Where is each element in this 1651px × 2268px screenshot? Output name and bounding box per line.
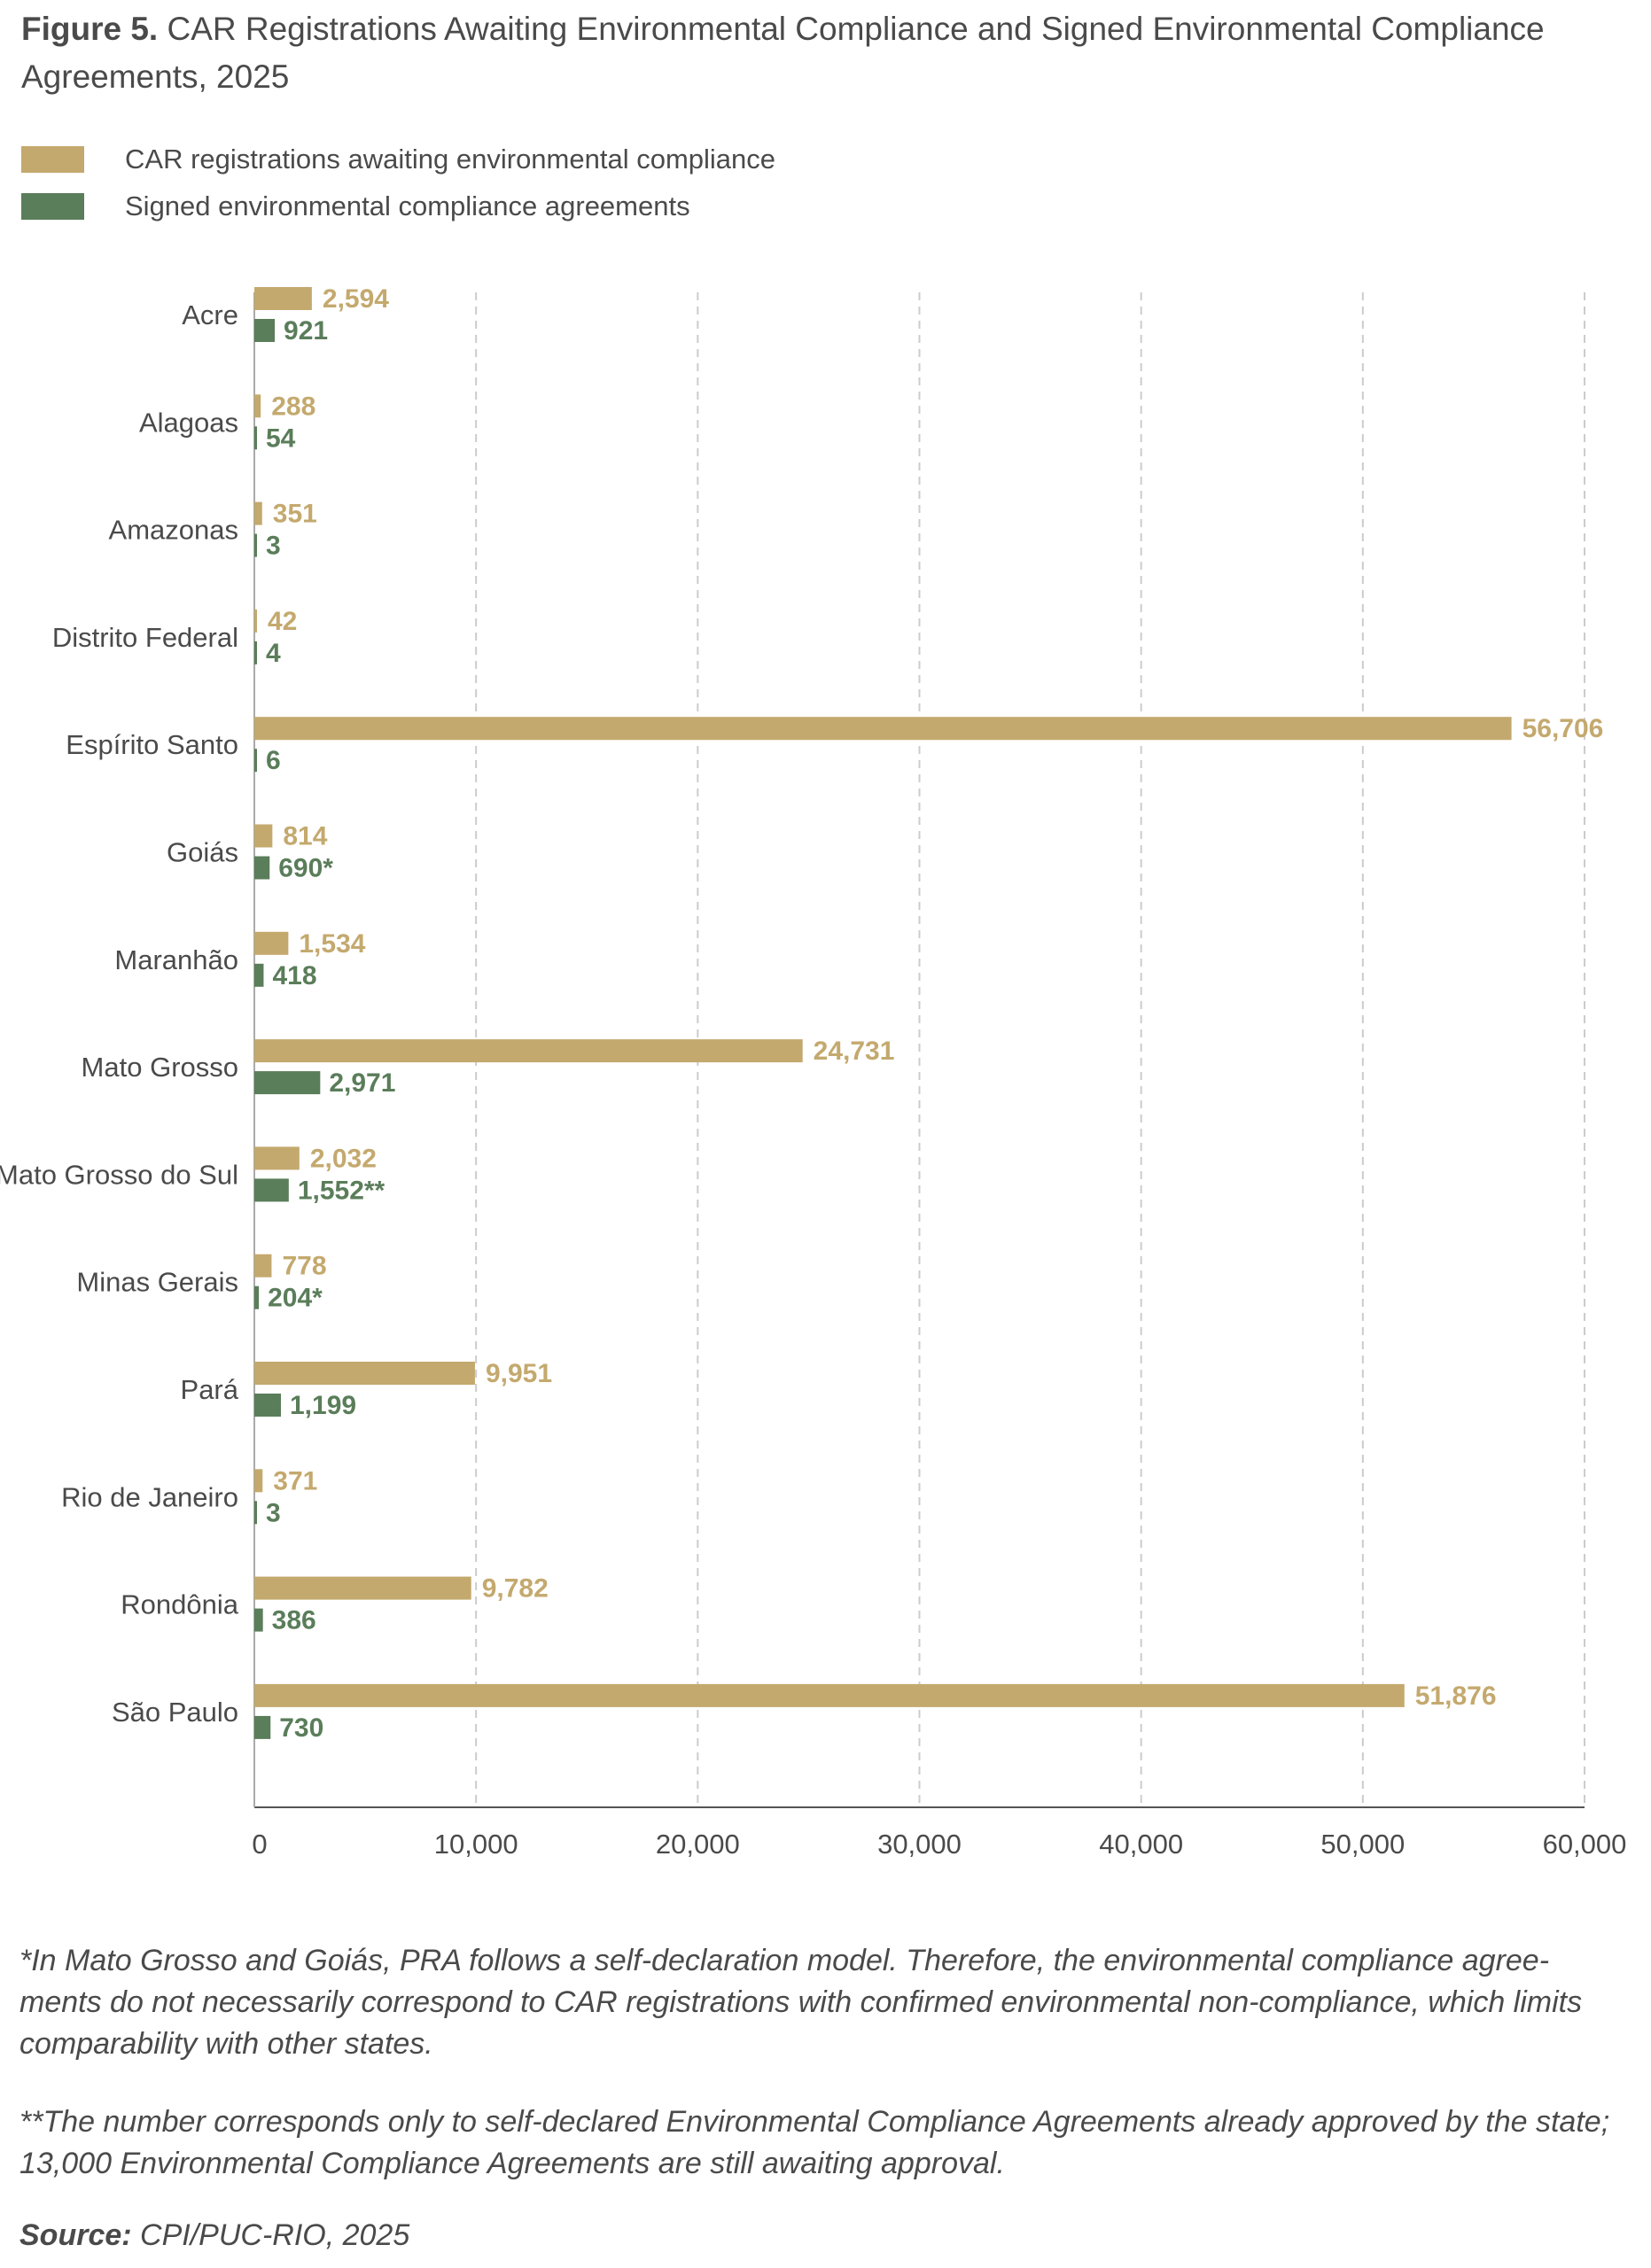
bar-signed xyxy=(254,1178,289,1202)
legend-label-awaiting: CAR registrations awaiting environmental… xyxy=(125,144,776,175)
bar-signed xyxy=(254,1715,271,1739)
data-label-signed: 204* xyxy=(268,1284,323,1313)
bar-awaiting xyxy=(254,501,262,525)
data-label-awaiting: 56,706 xyxy=(1523,714,1604,743)
bar-awaiting xyxy=(254,717,1512,741)
data-label-awaiting: 778 xyxy=(282,1252,326,1281)
data-label-awaiting: 288 xyxy=(271,392,315,421)
bar-awaiting xyxy=(254,1146,300,1170)
data-label-signed: 54 xyxy=(266,423,296,453)
data-label-signed: 690* xyxy=(278,854,333,883)
data-label-signed: 2,971 xyxy=(329,1068,395,1098)
category-label: Maranhão xyxy=(114,944,238,975)
bar-awaiting xyxy=(254,394,261,418)
data-label-awaiting: 9,782 xyxy=(482,1574,549,1604)
data-label-awaiting: 42 xyxy=(268,607,297,636)
figure-title-text: CAR Registrations Awaiting Environmental… xyxy=(21,11,1545,95)
bar-awaiting xyxy=(254,1362,475,1385)
source-label: Source: xyxy=(19,2218,132,2252)
data-label-awaiting: 9,951 xyxy=(486,1359,552,1388)
figure-number: Figure 5. xyxy=(21,11,159,47)
bar-signed xyxy=(254,1285,260,1309)
category-label: Mato Grosso xyxy=(82,1052,238,1083)
bar-signed xyxy=(254,963,264,987)
bar-awaiting xyxy=(254,1039,803,1063)
legend-swatch-awaiting xyxy=(21,146,84,173)
footnote-approval: **The number corresponds only to self-de… xyxy=(19,2105,1610,2180)
data-label-awaiting: 2,594 xyxy=(323,284,389,314)
bar-signed xyxy=(254,1501,257,1525)
source-line: Source: CPI/PUC-RIO, 2025 xyxy=(19,2218,409,2253)
category-label: Minas Gerais xyxy=(76,1267,238,1298)
bar-awaiting xyxy=(254,609,257,633)
category-label: São Paulo xyxy=(112,1697,238,1728)
bar-awaiting xyxy=(254,1254,272,1278)
source-text: CPI/PUC-RIO, 2025 xyxy=(140,2218,410,2252)
category-label: Acre xyxy=(182,299,238,330)
bar-signed xyxy=(254,641,257,664)
data-label-signed: 6 xyxy=(266,746,281,775)
x-tick-label: 40,000 xyxy=(1099,1829,1183,1860)
data-label-signed: 921 xyxy=(284,316,328,346)
data-label-awaiting: 1,534 xyxy=(299,929,365,959)
data-label-awaiting: 24,731 xyxy=(814,1037,895,1066)
bar-awaiting xyxy=(254,824,273,848)
bar-signed xyxy=(254,856,270,880)
data-label-signed: 4 xyxy=(266,639,281,668)
data-label-awaiting: 51,876 xyxy=(1415,1682,1497,1711)
bar-signed xyxy=(254,426,257,450)
data-label-signed: 3 xyxy=(266,1498,281,1527)
bar-awaiting xyxy=(254,931,289,955)
legend-item-awaiting: CAR registrations awaiting environmental… xyxy=(21,144,775,175)
bar-awaiting xyxy=(254,1683,1405,1707)
x-tick-label: 10,000 xyxy=(434,1829,518,1860)
category-label: Distrito Federal xyxy=(52,622,238,653)
legend-label-signed: Signed environmental compliance agreemen… xyxy=(125,190,690,221)
data-label-awaiting: 351 xyxy=(273,500,317,529)
data-label-signed: 386 xyxy=(272,1606,316,1635)
bar-awaiting xyxy=(254,287,312,310)
category-label: Amazonas xyxy=(109,515,238,546)
data-label-awaiting: 2,032 xyxy=(310,1144,377,1173)
bar-signed xyxy=(254,1394,281,1417)
legend-swatch-signed xyxy=(21,193,84,220)
bar-signed xyxy=(254,319,276,342)
bar-signed xyxy=(254,1071,321,1095)
x-tick-label: 30,000 xyxy=(877,1829,962,1860)
data-label-signed: 1,552** xyxy=(298,1176,385,1205)
data-label-signed: 418 xyxy=(272,961,316,990)
category-label: Rio de Janeiro xyxy=(61,1481,238,1512)
data-label-signed: 1,199 xyxy=(290,1391,356,1420)
figure-title: Figure 5. CAR Registrations Awaiting Env… xyxy=(21,5,1599,101)
bar-signed xyxy=(254,533,257,557)
bar-signed xyxy=(254,1608,263,1632)
category-label: Rondônia xyxy=(121,1589,238,1620)
x-tick-label: 60,000 xyxy=(1543,1829,1627,1860)
category-label: Espírito Santo xyxy=(66,729,238,760)
data-label-awaiting: 371 xyxy=(273,1466,317,1495)
category-label: Alagoas xyxy=(139,407,238,438)
data-label-signed: 730 xyxy=(279,1713,323,1743)
category-label: Pará xyxy=(181,1374,239,1405)
bar-signed xyxy=(254,749,257,773)
data-label-awaiting: 814 xyxy=(283,822,327,851)
category-label: Goiás xyxy=(167,837,238,868)
x-tick-label: 0 xyxy=(252,1829,267,1860)
legend-item-signed: Signed environmental compliance agreemen… xyxy=(21,190,690,221)
data-label-signed: 3 xyxy=(266,532,281,561)
category-label: Mato Grosso do Sul xyxy=(0,1159,238,1190)
x-tick-label: 20,000 xyxy=(656,1829,740,1860)
bar-chart: 0 10,000 20,000 30,000 40,000 50,000 60,000 Acr… xyxy=(0,284,1627,1860)
bar-awaiting xyxy=(254,1469,263,1493)
x-tick-label: 50,000 xyxy=(1320,1829,1405,1860)
footnote-self-declaration: *In Mato Grosso and Goiás, PRA follows a… xyxy=(19,1944,1583,2061)
bar-awaiting xyxy=(254,1576,471,1600)
